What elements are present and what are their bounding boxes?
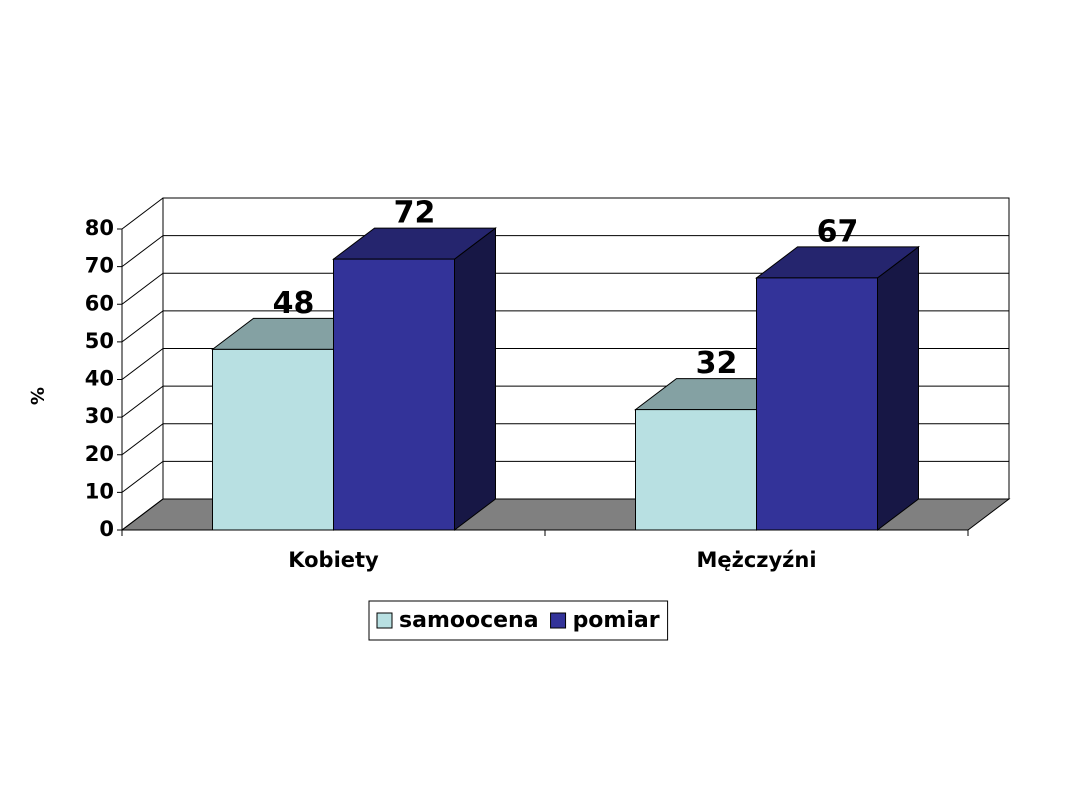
grid-line [121,348,164,380]
x-tick-label: Mężczyźni [696,548,816,572]
data-label: 67 [817,214,859,249]
y-tick-label: 30 [85,404,114,428]
data-label: 48 [273,286,315,321]
y-tick-label: 40 [85,367,114,391]
grid-line [121,310,164,343]
bar [635,409,757,531]
grid-line [121,385,164,418]
grid-line [121,235,164,268]
y-axis-label: % [26,387,47,405]
bar [756,277,878,531]
grid-line [121,423,164,456]
grid-line [121,197,164,230]
bar [212,348,334,531]
grid-line [121,460,164,493]
legend-label: samoocena [399,608,539,633]
x-tick-label: Kobiety [288,548,379,572]
grid-line [121,272,164,305]
y-tick-label: 20 [85,442,114,466]
bar-side [877,245,919,532]
legend-box [368,600,669,641]
y-tick-label: 80 [85,216,114,240]
y-tick-label: 0 [99,517,114,541]
data-label: 72 [394,196,436,231]
bar-side [454,227,496,532]
y-tick-label: 50 [85,329,114,353]
legend-swatch [376,612,393,629]
grid-line [121,498,164,531]
legend-swatch [550,612,567,629]
y-tick-label: 10 [85,479,114,503]
y-tick-label: 60 [85,291,114,315]
data-label: 32 [696,346,738,381]
y-tick-label: 70 [85,254,114,278]
legend-label: pomiar [573,608,660,633]
legend: samoocena pomiar [368,600,669,641]
bar [333,258,455,531]
